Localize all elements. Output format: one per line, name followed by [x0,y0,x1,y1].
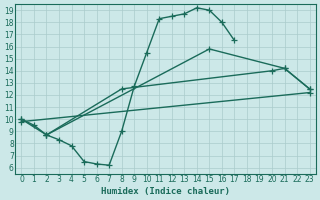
X-axis label: Humidex (Indice chaleur): Humidex (Indice chaleur) [101,187,230,196]
